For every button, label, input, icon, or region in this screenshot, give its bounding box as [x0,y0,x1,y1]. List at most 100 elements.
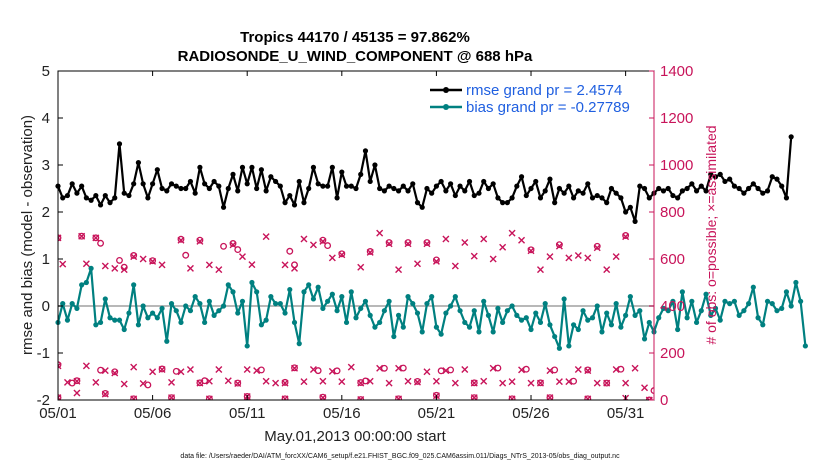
y-tick-label: 3 [42,157,50,174]
rmse-point [329,164,335,170]
bias-point [348,289,354,295]
bias-point [670,298,676,304]
bias-point [74,305,80,311]
bias-point [178,319,184,326]
obs-assimilated-marker [262,233,270,241]
bias-point [400,324,406,330]
rmse-point [183,185,189,192]
bias-point [466,324,473,330]
bias-point [589,315,596,321]
bias-point [220,303,227,309]
bias-point [462,319,468,326]
obs-possible-marker [229,240,237,247]
obs-assimilated-marker [508,395,516,400]
obs-possible-marker [291,364,298,372]
bias-point [135,322,142,328]
obs-assimilated-marker [328,254,336,262]
rmse-point [211,178,217,185]
obs-assimilated-marker [234,380,242,388]
obs-assimilated-marker [641,384,649,392]
rmse-point [348,183,354,189]
bias-point [69,301,75,307]
bias-point [216,308,222,314]
obs-assimilated-marker [574,251,582,259]
obs-assimilated-marker [489,364,497,372]
rmse-point [755,185,761,192]
bias-point [443,310,449,316]
bias-point [211,312,217,318]
rmse-point [377,185,383,192]
bias-point [325,298,331,304]
rmse-point [187,178,194,185]
rmse-point [339,169,345,175]
y-right-tick-label: 200 [660,345,685,362]
rmse-point [627,204,633,210]
obs-possible-marker [286,247,294,255]
obs-assimilated-marker [149,368,157,376]
legend-bias-marker [443,104,449,110]
x-tick-label: 05/06 [134,405,172,422]
bias-point [377,319,383,326]
obs-assimilated-marker [186,264,194,272]
obs-possible-marker [432,256,440,264]
rmse-point [268,174,274,180]
obs-assimilated-marker [593,244,601,252]
rmse-point [69,181,75,187]
bias-point [438,331,444,337]
obs-possible-marker [584,366,592,374]
obs-assimilated-marker [432,257,440,265]
x-tick-label: 05/16 [323,405,361,422]
rmse-point [466,178,473,185]
obs-assimilated-marker [527,379,535,387]
obs-assimilated-marker [291,264,299,272]
obs-assimilated-marker [366,248,374,256]
bias-point [287,286,293,293]
obs-assimilated-marker [101,367,109,375]
obs-assimilated-marker [111,369,119,377]
bias-point [769,301,775,307]
obs-assimilated-marker [229,241,237,249]
rmse-point [362,148,369,154]
obs-assimilated-marker [177,236,185,244]
y-tick-label: 2 [42,204,50,221]
obs-assimilated-marker [451,379,459,387]
obs-possible-marker [617,365,625,373]
bias-point [575,326,581,333]
rmse-point [750,181,756,187]
bias-point [197,301,203,307]
bias-point [367,312,373,318]
bias-point [481,298,487,304]
obs-assimilated-marker [338,251,346,259]
bias-point [448,303,454,309]
rmse-point [623,209,629,215]
obs-possible-marker [130,252,138,259]
y-right-tick-label: 1000 [660,157,693,174]
obs-assimilated-marker [319,237,327,245]
bias-point [183,303,189,309]
obs-assimilated-marker [480,377,488,385]
obs-possible-marker [319,236,327,244]
rmse-point [580,190,586,196]
bias-point [258,322,264,328]
rmse-point [675,195,681,201]
obs-possible-marker [144,381,152,389]
rmse-point [608,185,615,192]
bias-point [334,308,340,314]
bias-point [537,319,544,326]
rmse-point [414,200,421,206]
rmse-point [504,200,510,206]
rmse-point [277,183,283,189]
bias-point [528,326,534,333]
bias-point [93,322,99,328]
obs-possible-marker [570,377,578,385]
obs-possible-marker [257,366,265,374]
obs-assimilated-marker [423,368,431,376]
x-tick-label: 05/21 [418,405,456,422]
rmse-point [618,195,624,201]
rmse-point [343,183,350,189]
obs-possible-marker [366,248,374,255]
x-tick-label: 05/26 [512,405,550,422]
bias-point [173,308,179,314]
rmse-point [235,188,241,194]
rmse-point [353,185,359,192]
